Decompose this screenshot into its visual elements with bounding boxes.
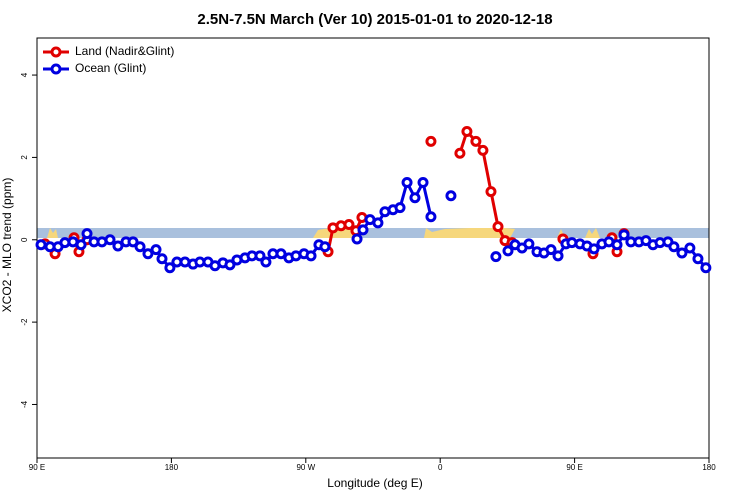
data-point	[668, 241, 680, 253]
chart-title: 2.5N-7.5N March (Ver 10) 2015-01-01 to 2…	[197, 11, 552, 28]
data-point	[684, 242, 696, 254]
data-point	[81, 228, 93, 240]
land-patch	[424, 228, 515, 238]
legend-marker	[50, 63, 62, 75]
x-axis-label: Longitude (deg E)	[327, 476, 422, 490]
x-tick-label: 90 E	[29, 463, 45, 472]
data-point	[150, 244, 162, 256]
data-point	[127, 236, 139, 248]
data-point	[260, 256, 272, 268]
data-point	[425, 135, 437, 147]
x-tick-label: 180	[165, 463, 179, 472]
data-point	[112, 240, 124, 252]
data-point	[319, 241, 331, 253]
data-point	[461, 125, 473, 137]
data-point	[134, 241, 146, 253]
data-point	[502, 245, 514, 257]
legend-label: Ocean (Glint)	[75, 61, 146, 75]
land-patch	[313, 228, 362, 238]
data-point	[618, 229, 630, 241]
data-point	[372, 217, 384, 229]
data-point	[254, 250, 266, 262]
y-tick-label: 0	[20, 237, 29, 242]
data-point	[485, 186, 497, 198]
land-mask-band	[37, 228, 709, 238]
data-point	[401, 177, 413, 189]
data-point	[700, 262, 712, 274]
data-point	[588, 243, 600, 255]
y-tick-label: -4	[20, 400, 29, 408]
data-point	[357, 224, 369, 236]
x-tick-label: 180	[702, 463, 716, 472]
data-point	[156, 253, 168, 265]
legend-label: Land (Nadir&Glint)	[75, 44, 174, 58]
data-point	[224, 259, 236, 271]
ocean-band	[37, 228, 709, 238]
data-point	[454, 147, 466, 159]
data-point	[523, 238, 535, 250]
data-point	[417, 177, 429, 189]
land-patch	[47, 228, 58, 238]
x-tick-label: 90 E	[566, 463, 582, 472]
data-point	[545, 244, 557, 256]
data-point	[477, 144, 489, 156]
data-point	[611, 239, 623, 251]
legend-marker	[50, 46, 62, 58]
data-point	[394, 202, 406, 214]
x-tick-label: 90 W	[296, 463, 315, 472]
data-point	[275, 248, 287, 260]
x-tick-label: 0	[438, 463, 443, 472]
data-point	[492, 221, 504, 233]
data-point	[351, 233, 363, 245]
data-point	[409, 192, 421, 204]
data-point	[425, 211, 437, 223]
y-tick-label: 2	[20, 155, 29, 160]
data-point	[552, 250, 564, 262]
y-axis-label: XCO2 - MLO trend (ppm)	[0, 178, 14, 313]
data-point	[35, 239, 47, 251]
y-tick-label: 4	[20, 72, 29, 77]
data-point	[490, 251, 502, 263]
data-point	[676, 247, 688, 259]
data-point	[142, 248, 154, 260]
data-point	[445, 190, 457, 202]
data-point	[343, 219, 355, 231]
legend: Land (Nadir&Glint) Ocean (Glint)	[43, 44, 174, 75]
land-patch	[585, 228, 600, 238]
y-tick-label: -2	[20, 318, 29, 326]
data-point	[305, 250, 317, 262]
data-point	[164, 262, 176, 274]
data-point	[75, 239, 87, 251]
data-point	[692, 253, 704, 265]
data-point	[104, 234, 116, 246]
data-point	[470, 135, 482, 147]
